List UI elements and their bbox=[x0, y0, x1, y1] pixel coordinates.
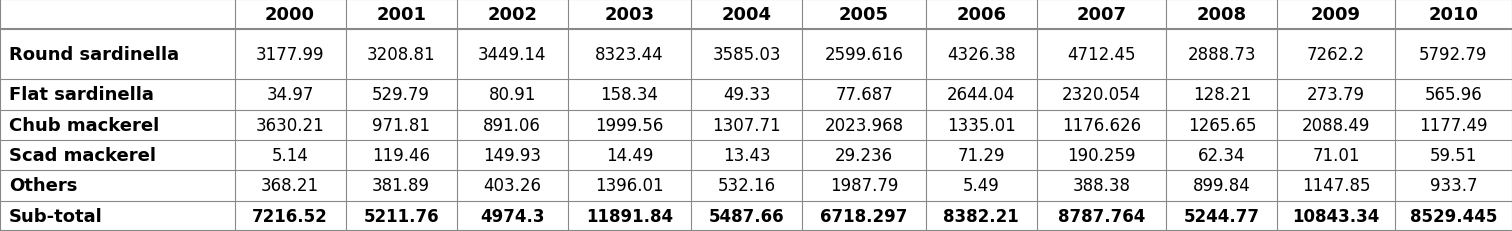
Text: 3208.81: 3208.81 bbox=[367, 46, 435, 64]
Text: 368.21: 368.21 bbox=[262, 177, 319, 195]
Text: 2001: 2001 bbox=[376, 6, 426, 24]
Text: 3449.14: 3449.14 bbox=[478, 46, 546, 64]
Text: 5.14: 5.14 bbox=[272, 146, 308, 164]
Text: 62.34: 62.34 bbox=[1198, 146, 1246, 164]
Text: Sub-total: Sub-total bbox=[9, 207, 103, 225]
Text: 13.43: 13.43 bbox=[723, 146, 771, 164]
Text: Flat sardinella: Flat sardinella bbox=[9, 86, 154, 104]
Text: 5211.76: 5211.76 bbox=[363, 207, 438, 225]
Text: 71.01: 71.01 bbox=[1312, 146, 1359, 164]
Text: 29.236: 29.236 bbox=[835, 146, 894, 164]
Text: 7216.52: 7216.52 bbox=[253, 207, 328, 225]
Text: 2023.968: 2023.968 bbox=[824, 116, 904, 134]
Text: 891.06: 891.06 bbox=[484, 116, 541, 134]
Text: 2320.054: 2320.054 bbox=[1061, 86, 1142, 104]
Text: 2007: 2007 bbox=[1077, 6, 1126, 24]
Text: 2008: 2008 bbox=[1198, 6, 1247, 24]
Text: Chub mackerel: Chub mackerel bbox=[9, 116, 159, 134]
Text: 4712.45: 4712.45 bbox=[1067, 46, 1136, 64]
Text: 2009: 2009 bbox=[1311, 6, 1361, 24]
Text: 149.93: 149.93 bbox=[484, 146, 541, 164]
Text: 2888.73: 2888.73 bbox=[1188, 46, 1256, 64]
Text: 2010: 2010 bbox=[1429, 6, 1479, 24]
Text: 8529.445: 8529.445 bbox=[1409, 207, 1497, 225]
Text: 529.79: 529.79 bbox=[372, 86, 429, 104]
Text: 1987.79: 1987.79 bbox=[830, 177, 898, 195]
Text: 2599.616: 2599.616 bbox=[824, 46, 904, 64]
Text: 34.97: 34.97 bbox=[266, 86, 314, 104]
Text: 899.84: 899.84 bbox=[1193, 177, 1250, 195]
Text: 49.33: 49.33 bbox=[723, 86, 771, 104]
Text: 2644.04: 2644.04 bbox=[947, 86, 1016, 104]
Text: 8323.44: 8323.44 bbox=[596, 46, 664, 64]
Text: 388.38: 388.38 bbox=[1072, 177, 1131, 195]
Text: 1307.71: 1307.71 bbox=[712, 116, 782, 134]
Text: 3585.03: 3585.03 bbox=[712, 46, 782, 64]
Text: 971.81: 971.81 bbox=[372, 116, 429, 134]
Text: 2088.49: 2088.49 bbox=[1302, 116, 1370, 134]
Text: 565.96: 565.96 bbox=[1424, 86, 1482, 104]
Text: 71.29: 71.29 bbox=[957, 146, 1005, 164]
Text: 59.51: 59.51 bbox=[1430, 146, 1477, 164]
Text: 273.79: 273.79 bbox=[1306, 86, 1365, 104]
Text: 6718.297: 6718.297 bbox=[821, 207, 907, 225]
Text: 2004: 2004 bbox=[721, 6, 771, 24]
Text: 5.49: 5.49 bbox=[963, 177, 999, 195]
Text: 80.91: 80.91 bbox=[488, 86, 535, 104]
Text: 4974.3: 4974.3 bbox=[479, 207, 544, 225]
Text: 2006: 2006 bbox=[956, 6, 1007, 24]
Text: 3630.21: 3630.21 bbox=[256, 116, 325, 134]
Text: 381.89: 381.89 bbox=[372, 177, 429, 195]
Text: 1396.01: 1396.01 bbox=[596, 177, 664, 195]
Text: 1177.49: 1177.49 bbox=[1420, 116, 1488, 134]
Text: 10843.34: 10843.34 bbox=[1293, 207, 1380, 225]
Text: 2000: 2000 bbox=[265, 6, 314, 24]
Text: 1335.01: 1335.01 bbox=[947, 116, 1016, 134]
Text: 2002: 2002 bbox=[487, 6, 537, 24]
Text: 1147.85: 1147.85 bbox=[1302, 177, 1370, 195]
Text: 158.34: 158.34 bbox=[600, 86, 659, 104]
Text: 119.46: 119.46 bbox=[372, 146, 429, 164]
Text: 8382.21: 8382.21 bbox=[943, 207, 1019, 225]
Text: 11891.84: 11891.84 bbox=[587, 207, 673, 225]
Text: 5487.66: 5487.66 bbox=[709, 207, 785, 225]
Text: 1999.56: 1999.56 bbox=[596, 116, 664, 134]
Text: 5244.77: 5244.77 bbox=[1184, 207, 1259, 225]
Text: 933.7: 933.7 bbox=[1430, 177, 1477, 195]
Text: 1176.626: 1176.626 bbox=[1061, 116, 1142, 134]
Text: 4326.38: 4326.38 bbox=[947, 46, 1016, 64]
Text: 2005: 2005 bbox=[839, 6, 889, 24]
Text: 532.16: 532.16 bbox=[718, 177, 776, 195]
Text: Scad mackerel: Scad mackerel bbox=[9, 146, 156, 164]
Text: 2003: 2003 bbox=[605, 6, 655, 24]
Text: 3177.99: 3177.99 bbox=[256, 46, 324, 64]
Text: 5792.79: 5792.79 bbox=[1420, 46, 1488, 64]
Text: 8787.764: 8787.764 bbox=[1058, 207, 1145, 225]
Text: 403.26: 403.26 bbox=[484, 177, 541, 195]
Text: 128.21: 128.21 bbox=[1193, 86, 1250, 104]
Text: Others: Others bbox=[9, 177, 77, 195]
Text: 14.49: 14.49 bbox=[606, 146, 653, 164]
Text: 7262.2: 7262.2 bbox=[1306, 46, 1365, 64]
Text: Round sardinella: Round sardinella bbox=[9, 46, 180, 64]
Text: 190.259: 190.259 bbox=[1067, 146, 1136, 164]
Text: 1265.65: 1265.65 bbox=[1188, 116, 1256, 134]
Text: 77.687: 77.687 bbox=[835, 86, 894, 104]
